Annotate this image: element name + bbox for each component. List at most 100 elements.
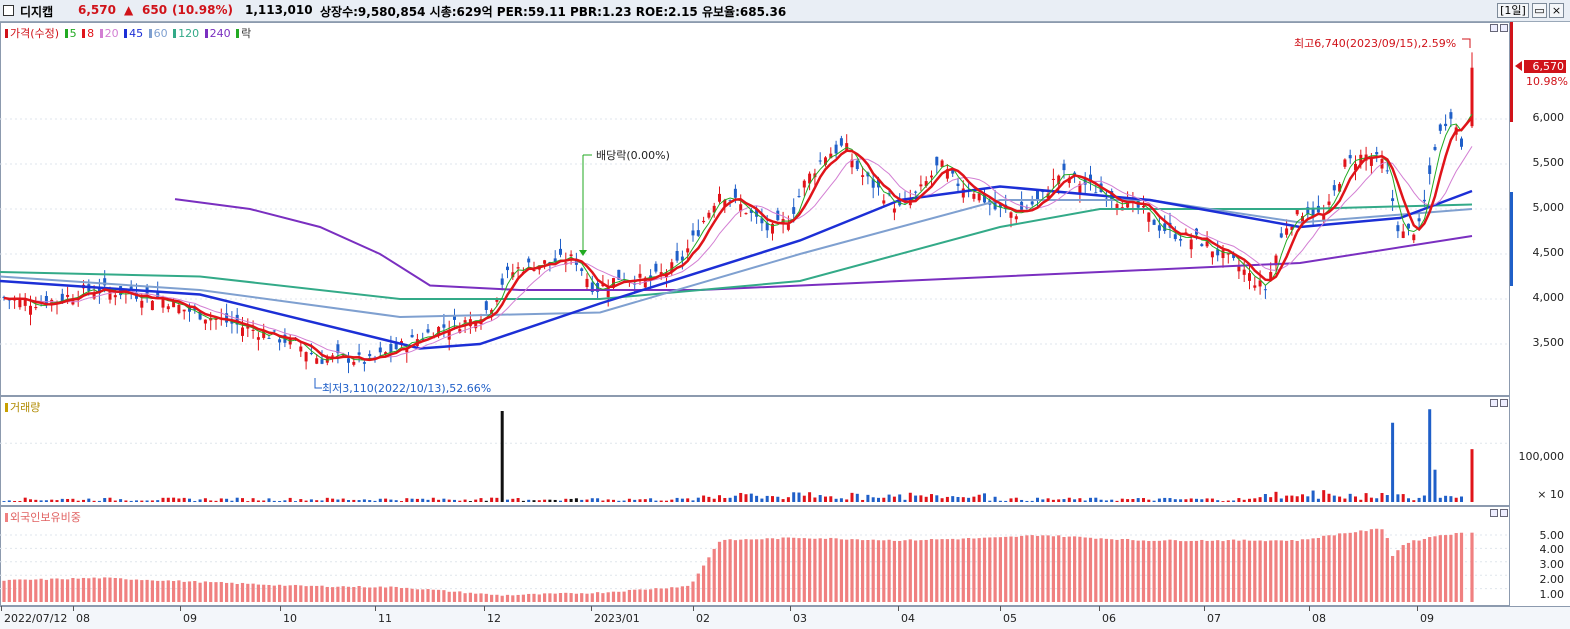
panel-close-icon[interactable] (1500, 509, 1508, 517)
foreign-ratio-bar (1041, 535, 1045, 602)
foreign-ratio-bar (1300, 539, 1305, 602)
stock-info: 상장수:9,580,854 시총:629억 PER:59.11 PBR:1.23… (320, 5, 787, 19)
foreign-ratio-bar (686, 585, 690, 602)
candle-body (924, 181, 928, 186)
legend-ma20: 20 (104, 27, 119, 40)
candle-body (877, 178, 880, 188)
volume-chart[interactable] (0, 396, 1510, 506)
candle-body (198, 311, 202, 320)
foreign-ratio-bar (781, 537, 785, 602)
volume-bar (590, 498, 594, 502)
volume-bar (384, 498, 388, 502)
foreign-ratio-bar (728, 539, 732, 602)
candle-body (1115, 204, 1119, 210)
foreign-ratio-bar (495, 594, 499, 602)
foreign-ratio-bar (537, 594, 541, 602)
panel-minimize-icon[interactable] (1490, 399, 1498, 407)
volume-legend: 거래량 (5, 399, 42, 415)
panel-close-icon[interactable] (1500, 24, 1508, 32)
foreign-ratio-bar (908, 539, 912, 602)
candle-body (1385, 170, 1389, 172)
foreign-ratio-bar (256, 584, 260, 602)
price-pointer-icon (1515, 61, 1522, 71)
foreign-legend: 외국인보유비중 (5, 509, 83, 525)
price-chart[interactable]: 최고6,740(2023/09/15),2.59% 최저3,110(2022/10… (0, 22, 1510, 396)
volume-bar (463, 499, 467, 502)
x-tick-label: 2023/01 (594, 612, 640, 625)
foreign-ratio-bar (797, 538, 801, 602)
foreign-ratio-bar (1459, 532, 1464, 602)
foreign-ratio-bar (415, 589, 419, 602)
foreign-ratio-bar (691, 581, 695, 602)
candle-body (861, 175, 865, 177)
x-tick-mark (1204, 606, 1205, 611)
candle-body (1301, 216, 1304, 223)
volume-panel[interactable]: 거래량 (0, 396, 1510, 506)
restore-icon[interactable]: ▭ (1532, 3, 1547, 18)
volume-bar (585, 499, 589, 502)
select-checkbox[interactable] (3, 5, 14, 16)
candle-body (930, 175, 933, 178)
foreign-ratio-bar (1205, 540, 1209, 602)
x-tick-mark (898, 606, 899, 611)
panel-close-icon[interactable] (1500, 399, 1508, 407)
candle-body (532, 269, 536, 271)
foreign-ratio-bar (18, 579, 22, 602)
x-tick-mark (1309, 606, 1310, 611)
volume-bar (707, 496, 711, 502)
foreign-ratio-bar (1088, 537, 1093, 602)
foreign-ratio-chart[interactable] (0, 506, 1510, 606)
close-icon[interactable]: × (1549, 3, 1564, 18)
volume-bar (267, 498, 271, 502)
volume-bar (1417, 497, 1421, 502)
volume-bar (1163, 497, 1167, 502)
candle-body (150, 300, 154, 311)
volume-bar (219, 498, 223, 502)
stock-name[interactable]: 디지캡 (20, 5, 54, 19)
candle-body (543, 260, 547, 264)
foreign-ratio-bar (808, 538, 812, 602)
foreign-ratio-bar (1428, 537, 1432, 602)
candle-body (760, 218, 764, 224)
volume-bar (82, 499, 85, 502)
foreign-ratio-bar (1014, 536, 1018, 602)
candle-body (516, 267, 520, 269)
candle-body (60, 293, 64, 302)
panel-minimize-icon[interactable] (1490, 509, 1498, 517)
foreign-ratio-bar (479, 593, 483, 602)
foreign-ratio-bar (961, 538, 965, 602)
foreign-ratio-bar (543, 593, 547, 602)
foreign-ratio-bar (452, 591, 457, 602)
candle-body (389, 343, 393, 353)
period-button[interactable]: [1일] (1497, 3, 1529, 18)
volume-bar (665, 500, 668, 502)
volume-bar (935, 495, 939, 502)
candle-body (1375, 152, 1379, 155)
foreign-ratio-bar (1237, 540, 1241, 602)
candle-body (251, 329, 255, 332)
foreign-ratio-bar (373, 587, 377, 602)
candle-body (945, 169, 949, 179)
volume-bar (50, 499, 54, 502)
foreign-ratio-bar (124, 579, 128, 602)
candle-body (1046, 193, 1050, 199)
volume-bar (622, 500, 626, 502)
ma60-line (0, 199, 1473, 319)
volume-bar (553, 499, 557, 502)
volume-bar (1131, 498, 1135, 502)
volume-bar (2, 501, 6, 502)
volume-bar (336, 499, 340, 502)
foreign-ratio-bar (548, 593, 552, 602)
x-tick-label: 08 (76, 612, 90, 625)
foreign-ratio-bar (203, 581, 207, 602)
volume-bar (744, 494, 748, 502)
panel-minimize-icon[interactable] (1490, 24, 1498, 32)
foreign-ratio-bar (723, 539, 727, 602)
volume-bar (304, 500, 308, 502)
candle-body (993, 199, 997, 210)
volume-bar (161, 497, 165, 502)
candle-body (1348, 155, 1352, 159)
volume-bar (1062, 499, 1066, 502)
candle-body (256, 337, 260, 340)
volume-bar (288, 497, 292, 502)
